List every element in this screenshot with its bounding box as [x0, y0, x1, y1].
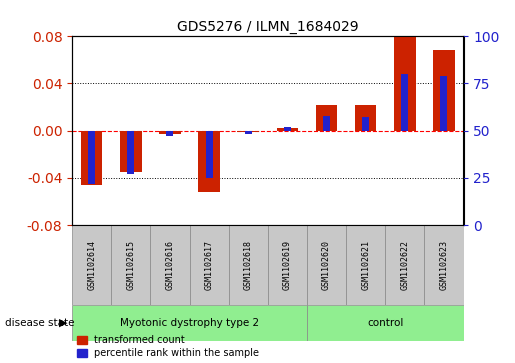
Bar [127, 131, 134, 174]
Bar [166, 131, 174, 136]
Legend: transformed count, percentile rank within the sample: transformed count, percentile rank withi… [77, 335, 260, 358]
Bar [72, 225, 111, 305]
Text: GSM1102614: GSM1102614 [87, 240, 96, 290]
Bar [268, 225, 307, 305]
Bar [159, 131, 181, 134]
Text: GSM1102619: GSM1102619 [283, 240, 292, 290]
Bar [229, 225, 268, 305]
Bar [72, 305, 307, 341]
Bar [237, 131, 259, 132]
Bar [433, 50, 455, 131]
Bar [316, 105, 337, 131]
Text: GSM1102620: GSM1102620 [322, 240, 331, 290]
Text: ▶: ▶ [59, 318, 68, 328]
Text: GSM1102618: GSM1102618 [244, 240, 253, 290]
Text: GSM1102623: GSM1102623 [439, 240, 449, 290]
Text: GSM1102615: GSM1102615 [126, 240, 135, 290]
Bar [424, 225, 464, 305]
Title: GDS5276 / ILMN_1684029: GDS5276 / ILMN_1684029 [177, 20, 358, 34]
Text: GSM1102622: GSM1102622 [400, 240, 409, 290]
Bar [346, 225, 385, 305]
Bar [284, 127, 291, 131]
Text: GSM1102621: GSM1102621 [361, 240, 370, 290]
Bar [277, 129, 298, 131]
Bar [81, 131, 102, 185]
Bar [307, 225, 346, 305]
Bar [120, 131, 142, 172]
Bar [88, 131, 95, 184]
Bar [323, 115, 330, 131]
Text: disease state: disease state [5, 318, 75, 328]
Bar [355, 105, 376, 131]
Bar [440, 76, 448, 131]
Bar [394, 34, 416, 131]
Bar [385, 225, 424, 305]
Bar [150, 225, 190, 305]
Bar [111, 225, 150, 305]
Text: GSM1102616: GSM1102616 [165, 240, 175, 290]
Bar [307, 305, 464, 341]
Bar [190, 225, 229, 305]
Bar [198, 131, 220, 192]
Bar [205, 131, 213, 178]
Bar [362, 118, 369, 131]
Text: Myotonic dystrophy type 2: Myotonic dystrophy type 2 [120, 318, 259, 328]
Bar [401, 74, 408, 131]
Text: control: control [367, 318, 403, 328]
Text: GSM1102617: GSM1102617 [204, 240, 214, 290]
Bar [245, 131, 252, 134]
